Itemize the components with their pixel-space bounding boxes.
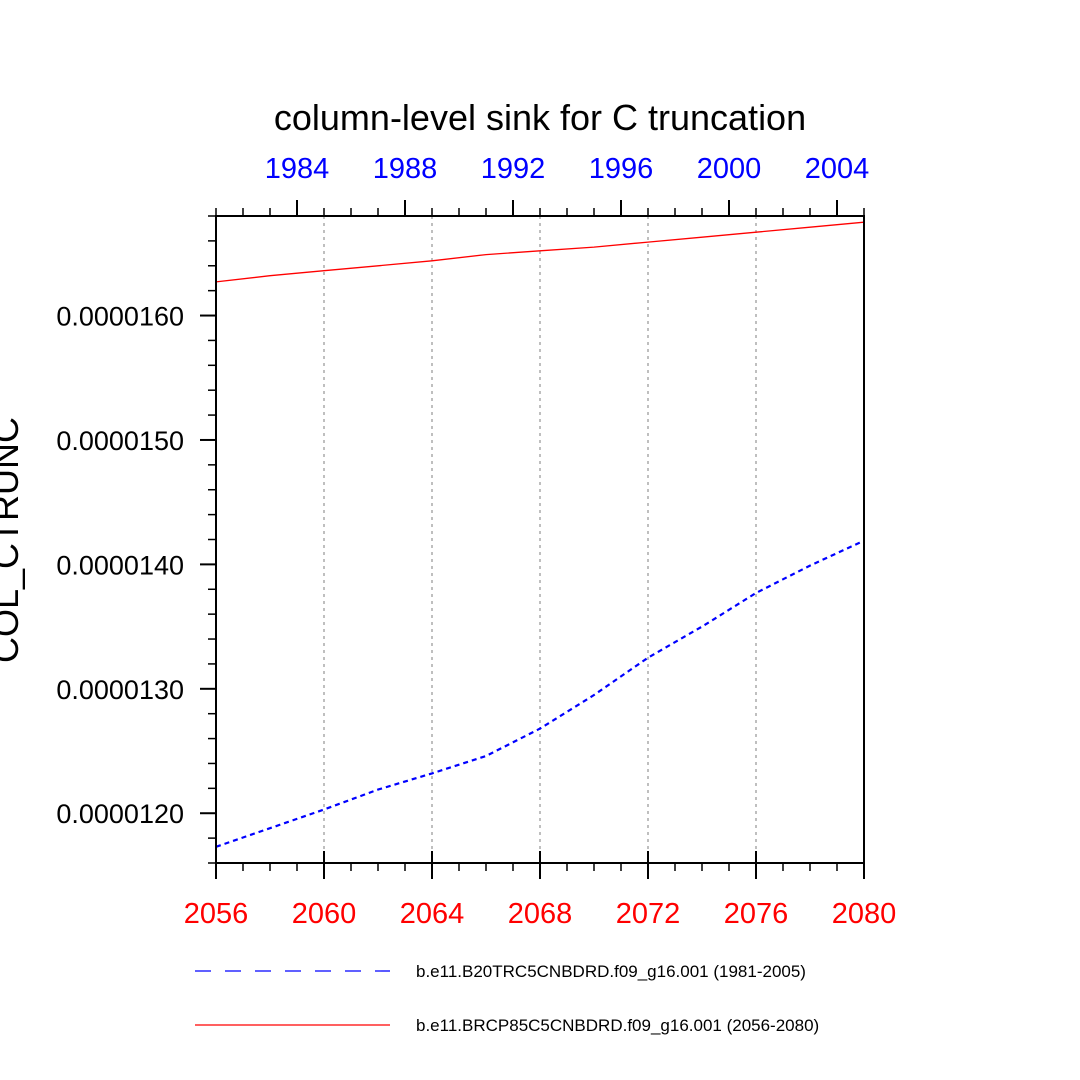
- bottom-tick-label: 2080: [832, 898, 897, 930]
- top-tick-label: 2004: [805, 153, 870, 185]
- bottom-tick-label: 2060: [292, 898, 357, 930]
- left-tick-label: 0.0000120: [56, 799, 184, 829]
- axis-ticks: [200, 200, 865, 879]
- top-tick-label: 2000: [697, 153, 762, 185]
- chart-title: column-level sink for C truncation: [274, 97, 806, 138]
- left-tick-label: 0.0000150: [56, 426, 184, 456]
- bottom-tick-label: 2056: [184, 898, 249, 930]
- axis-tick-labels: 2056 2060 2064 2068 2072 2076 2080 1984 1988 1992…: [56, 153, 896, 930]
- grid-lines: [323, 216, 757, 863]
- legend-label-2: b.e11.BRCP85C5CNBDRD.f09_g16.001 (2056-2…: [416, 1016, 819, 1035]
- left-tick-label: 0.0000130: [56, 675, 184, 705]
- top-tick-label: 1992: [481, 153, 546, 185]
- series-line-2: [215, 221, 865, 283]
- bottom-tick-label: 2068: [508, 898, 573, 930]
- bottom-tick-label: 2072: [616, 898, 681, 930]
- top-tick-label: 1996: [589, 153, 654, 185]
- left-tick-label: 0.0000140: [56, 550, 184, 580]
- left-tick-label: 0.0000160: [56, 302, 184, 332]
- legend: b.e11.B20TRC5CNBDRD.f09_g16.001 (1981-20…: [195, 962, 819, 1035]
- top-tick-label: 1984: [265, 153, 330, 185]
- legend-label-1: b.e11.B20TRC5CNBDRD.f09_g16.001 (1981-20…: [416, 962, 806, 981]
- bottom-tick-label: 2064: [400, 898, 465, 930]
- top-tick-label: 1988: [373, 153, 438, 185]
- series-line-1: [215, 539, 865, 848]
- bottom-tick-label: 2076: [724, 898, 789, 930]
- y-axis-label: COL_CTRUNC: [0, 417, 26, 663]
- series-lines: [215, 221, 865, 848]
